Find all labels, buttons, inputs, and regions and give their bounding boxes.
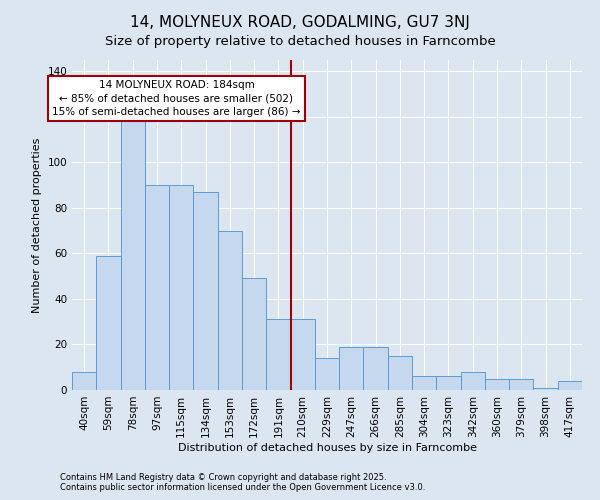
Bar — [96, 256, 121, 390]
Bar — [218, 230, 242, 390]
Bar — [339, 347, 364, 390]
Bar — [388, 356, 412, 390]
Bar — [266, 320, 290, 390]
Bar — [412, 376, 436, 390]
Bar — [169, 185, 193, 390]
Y-axis label: Number of detached properties: Number of detached properties — [32, 138, 42, 312]
Bar — [193, 192, 218, 390]
Text: Contains HM Land Registry data © Crown copyright and database right 2025.
Contai: Contains HM Land Registry data © Crown c… — [60, 473, 425, 492]
Bar — [558, 381, 582, 390]
Bar — [315, 358, 339, 390]
Bar — [145, 185, 169, 390]
Bar — [72, 372, 96, 390]
Text: 14, MOLYNEUX ROAD, GODALMING, GU7 3NJ: 14, MOLYNEUX ROAD, GODALMING, GU7 3NJ — [130, 15, 470, 30]
Bar — [436, 376, 461, 390]
Bar — [364, 347, 388, 390]
Bar — [485, 378, 509, 390]
X-axis label: Distribution of detached houses by size in Farncombe: Distribution of detached houses by size … — [178, 442, 476, 452]
Text: Size of property relative to detached houses in Farncombe: Size of property relative to detached ho… — [104, 35, 496, 48]
Text: 14 MOLYNEUX ROAD: 184sqm
← 85% of detached houses are smaller (502)
15% of semi-: 14 MOLYNEUX ROAD: 184sqm ← 85% of detach… — [52, 80, 301, 117]
Bar — [509, 378, 533, 390]
Bar — [533, 388, 558, 390]
Bar — [242, 278, 266, 390]
Bar — [121, 122, 145, 390]
Bar — [290, 320, 315, 390]
Bar — [461, 372, 485, 390]
